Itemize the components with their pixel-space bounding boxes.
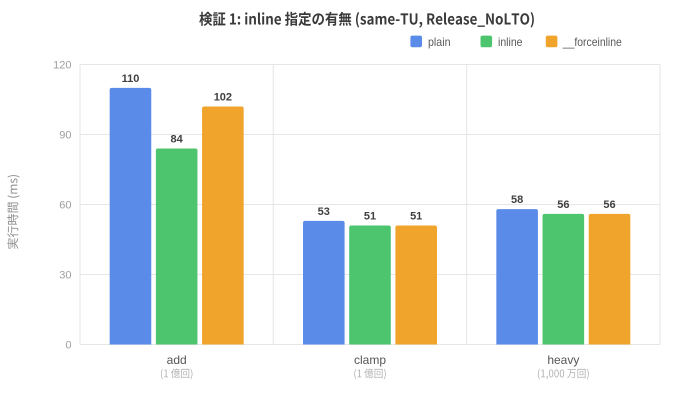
svg-text:inline: inline <box>498 35 523 49</box>
svg-text:51: 51 <box>364 211 376 223</box>
svg-text:102: 102 <box>214 92 232 104</box>
svg-text:120: 120 <box>53 60 71 72</box>
svg-text:84: 84 <box>171 134 184 146</box>
svg-text:51: 51 <box>410 211 422 223</box>
svg-text:heavy: heavy <box>547 353 579 367</box>
svg-text:53: 53 <box>318 206 330 218</box>
svg-text:__forceinline: __forceinline <box>562 35 622 49</box>
svg-text:110: 110 <box>122 73 140 85</box>
svg-text:plain: plain <box>428 35 451 49</box>
svg-text:56: 56 <box>557 199 569 211</box>
svg-text:58: 58 <box>511 194 523 206</box>
svg-text:30: 30 <box>59 270 71 282</box>
svg-text:0: 0 <box>65 340 71 352</box>
svg-text:56: 56 <box>603 199 615 211</box>
svg-text:90: 90 <box>59 130 71 142</box>
svg-text:clamp: clamp <box>354 353 386 367</box>
svg-text:60: 60 <box>59 200 71 212</box>
svg-text:add: add <box>167 353 187 367</box>
